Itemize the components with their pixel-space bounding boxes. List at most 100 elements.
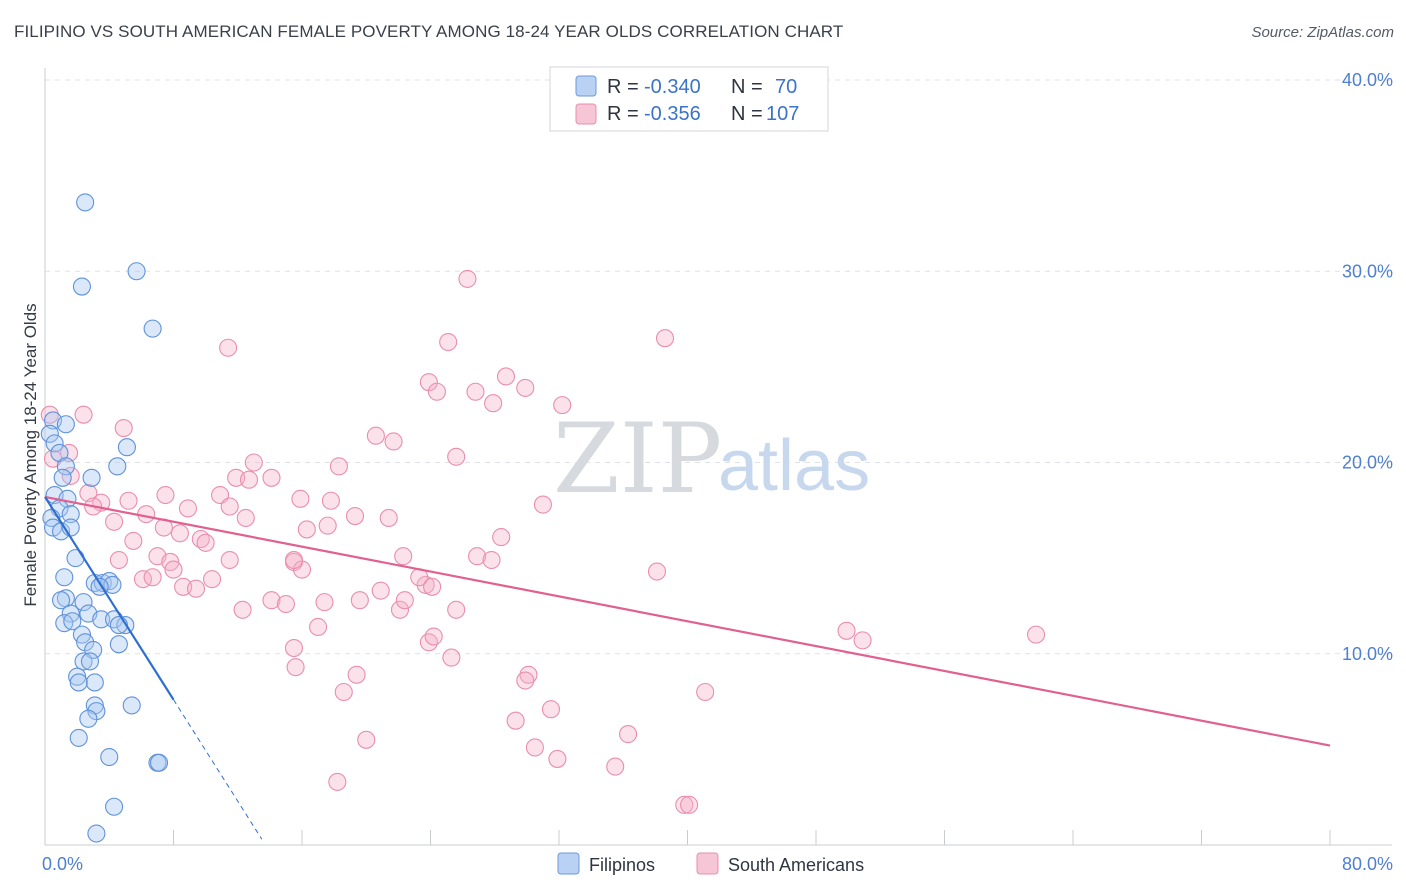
south-americans-point — [164, 560, 183, 579]
filipinos-point — [105, 797, 124, 816]
x-tick-label-min: 0.0% — [42, 854, 83, 874]
south-americans-point — [345, 506, 365, 526]
filipinos-point — [82, 468, 101, 487]
filipinos-point — [100, 747, 119, 767]
south-americans-point — [419, 633, 438, 652]
y-tick-label: 20.0% — [1342, 453, 1393, 473]
south-americans-point — [548, 749, 567, 768]
filipinos-point — [56, 415, 75, 434]
filipinos-point — [40, 424, 59, 443]
legend-n-label-2: N = — [731, 103, 763, 125]
south-americans-point — [516, 378, 535, 397]
south-americans-point — [423, 577, 442, 596]
bottom-legend-south-americans: South Americans — [728, 855, 864, 875]
south-americans-point — [329, 457, 348, 476]
filipinos-point — [122, 696, 141, 715]
south-americans-point — [496, 367, 516, 386]
south-americans-point — [321, 491, 340, 510]
series-legend: Filipinos South Americans — [557, 852, 864, 875]
south-americans-point — [525, 738, 544, 757]
correlation-legend: R = -0.340 N = 70 R = -0.356 N = 107 — [549, 66, 829, 132]
south-americans-point — [390, 600, 410, 619]
south-americans-point — [105, 512, 124, 531]
filipinos-point — [117, 438, 136, 457]
south-americans-point — [244, 453, 263, 472]
filipinos-point — [74, 593, 93, 612]
legend-r-value-2: -0.356 — [644, 103, 701, 125]
filipinos-point — [56, 457, 75, 476]
legend-n-label-1: N = — [731, 76, 763, 98]
y-tick-label: 10.0% — [1342, 644, 1393, 664]
south-americans-point — [262, 468, 281, 487]
chart-title: FILIPINO VS SOUTH AMERICAN FEMALE POVERT… — [14, 22, 844, 41]
south-americans-point — [186, 579, 206, 598]
south-americans-point — [427, 382, 446, 401]
south-americans-point — [553, 396, 572, 415]
south-americans-point — [655, 329, 675, 348]
south-americans-point — [143, 568, 162, 587]
south-americans-point — [447, 447, 466, 466]
south-americans-point — [384, 432, 403, 451]
south-americans-point — [137, 505, 156, 524]
south-americans-point — [606, 757, 625, 776]
south-americans-point — [284, 638, 304, 658]
south-americans-point — [40, 405, 59, 424]
south-americans-point — [119, 491, 138, 510]
south-americans-point — [675, 795, 694, 814]
filipinos-point — [108, 457, 127, 476]
south-americans-point — [347, 665, 366, 684]
south-americans-point — [484, 394, 503, 413]
south-americans-point — [74, 405, 93, 424]
south-americans-point — [236, 508, 255, 528]
south-americans-point — [541, 700, 561, 719]
source-label: Source: ZipAtlas.com — [1251, 24, 1394, 41]
filipinos-point — [109, 635, 128, 654]
bottom-legend-filipinos: Filipinos — [589, 855, 655, 875]
south-americans-point — [447, 600, 466, 619]
south-americans-point — [219, 338, 238, 357]
south-americans-point — [291, 489, 310, 508]
legend-n-value-2: 107 — [766, 103, 799, 125]
south-americans-point — [318, 516, 337, 535]
filipinos-point — [92, 610, 111, 629]
filipinos-point — [87, 824, 106, 843]
south-americans-point — [619, 725, 638, 744]
filipinos-point — [53, 468, 72, 487]
south-americans-point — [519, 665, 538, 684]
filipinos-point — [69, 728, 88, 747]
filipinos-point — [74, 652, 93, 671]
filipinos-point — [76, 193, 95, 212]
south-americans-point — [239, 470, 259, 489]
south-americans-point — [156, 485, 175, 505]
south-americans-point — [170, 524, 189, 543]
south-americans-point — [492, 528, 511, 547]
south-americans-point — [328, 772, 347, 791]
south-americans-points — [40, 269, 1046, 814]
south-americans-point — [109, 550, 128, 570]
south-americans-point — [394, 547, 413, 566]
filipinos-point — [80, 652, 100, 671]
y-tick-label: 40.0% — [1342, 70, 1393, 90]
filipinos-points — [40, 193, 169, 843]
bottom-swatch-south-americans — [696, 852, 719, 875]
south-americans-point — [315, 593, 334, 612]
south-americans-point — [284, 550, 304, 570]
filipinos-point — [72, 277, 91, 296]
south-americans-point — [309, 617, 328, 637]
south-americans-point — [196, 533, 215, 552]
south-americans-point — [60, 443, 79, 462]
south-americans-point — [424, 627, 443, 646]
south-americans-point — [220, 497, 239, 516]
legend-r-label-1: R = — [607, 76, 639, 98]
filipinos-point — [55, 568, 74, 587]
legend-n-value-1: 70 — [775, 76, 797, 98]
legend-swatch-filipinos — [575, 75, 597, 97]
south-americans-point — [220, 550, 239, 570]
tick-labels: 10.0% 20.0% 30.0% 40.0% 0.0% 80.0% — [42, 70, 1393, 874]
south-americans-point — [533, 495, 552, 514]
south-americans-point — [482, 550, 501, 570]
filipinos-point — [127, 262, 146, 281]
y-tick-label: 30.0% — [1342, 261, 1393, 281]
south-americans-point — [853, 631, 872, 650]
